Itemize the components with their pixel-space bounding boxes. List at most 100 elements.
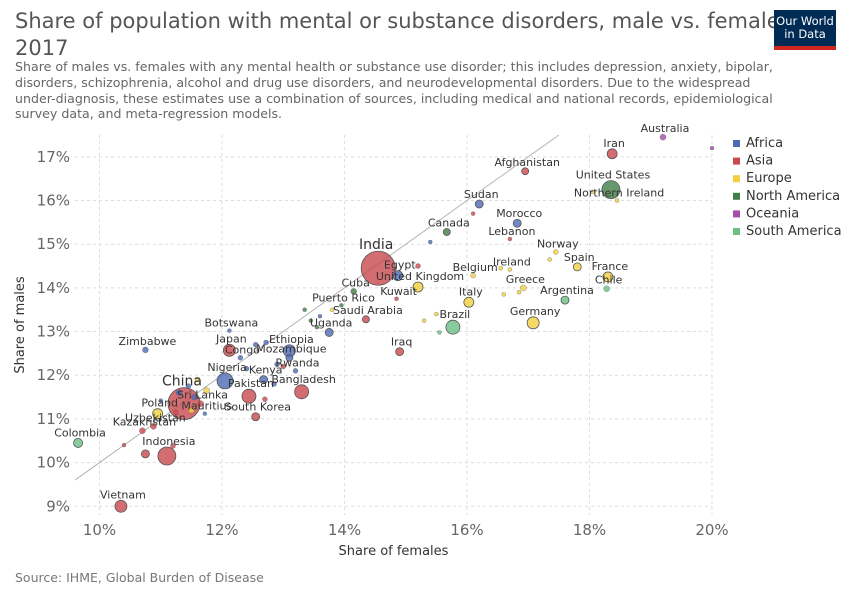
point-unlabeled[interactable] xyxy=(121,442,127,448)
point-greece[interactable] xyxy=(520,284,527,292)
point-unlabeled[interactable] xyxy=(191,393,198,401)
legend-swatch[interactable] xyxy=(733,210,740,218)
point-italy[interactable] xyxy=(463,296,475,308)
point-unlabeled[interactable] xyxy=(175,389,183,396)
point-iraq[interactable] xyxy=(395,347,405,357)
point-lebanon[interactable] xyxy=(507,236,513,242)
point-sri-lanka[interactable] xyxy=(197,400,204,407)
point-iran[interactable] xyxy=(606,148,618,160)
point-unlabeled[interactable] xyxy=(158,398,163,403)
point-unlabeled[interactable] xyxy=(188,407,195,414)
owid-logo[interactable]: Our World in Data xyxy=(774,10,836,50)
point-unlabeled[interactable] xyxy=(547,257,552,262)
point-pakistan[interactable] xyxy=(241,388,257,404)
point-unlabeled[interactable] xyxy=(314,325,320,330)
point-norway[interactable] xyxy=(553,249,559,255)
point-unlabeled[interactable] xyxy=(434,311,439,317)
legend-item-europe[interactable]: Europe xyxy=(746,171,792,186)
legend-swatch[interactable] xyxy=(733,192,740,200)
point-unlabeled[interactable] xyxy=(590,189,595,194)
point-saudi-arabia[interactable] xyxy=(362,315,370,324)
point-unlabeled[interactable] xyxy=(243,366,250,372)
point-mozambique[interactable] xyxy=(285,353,294,362)
point-unlabeled[interactable] xyxy=(470,211,476,216)
point-sudan[interactable] xyxy=(474,199,484,209)
point-south-korea[interactable] xyxy=(251,412,261,422)
legend-item-asia[interactable]: Asia xyxy=(746,154,773,169)
point-zimbabwe[interactable] xyxy=(142,346,149,354)
point-unlabeled[interactable] xyxy=(330,307,335,312)
point-canada[interactable] xyxy=(442,228,451,236)
point-egypt[interactable] xyxy=(392,270,404,282)
point-unlabeled[interactable] xyxy=(280,363,286,370)
legend-swatch[interactable] xyxy=(733,228,740,235)
point-unlabeled[interactable] xyxy=(262,396,268,402)
subtitle-line-1: Share of males vs. females with any ment… xyxy=(15,59,773,74)
y-tick-label: 9% xyxy=(46,497,70,515)
point-poland[interactable] xyxy=(152,408,164,420)
legend-item-oceania[interactable]: Oceania xyxy=(746,206,799,221)
point-uzbekistan[interactable] xyxy=(150,423,157,430)
point-kuwait[interactable] xyxy=(394,296,399,301)
point-united-kingdom[interactable] xyxy=(412,281,424,293)
point-japan[interactable] xyxy=(222,343,236,357)
point-unlabeled[interactable] xyxy=(308,318,313,323)
point-argentina[interactable] xyxy=(560,295,570,305)
point-congo[interactable] xyxy=(237,355,244,361)
point-unlabeled[interactable] xyxy=(185,383,191,389)
point-northern-ireland[interactable] xyxy=(614,198,620,203)
point-united-states[interactable] xyxy=(601,180,621,199)
point-india[interactable] xyxy=(360,250,396,286)
point-spain[interactable] xyxy=(572,262,582,272)
point-belgium[interactable] xyxy=(470,272,476,279)
point-vietnam[interactable] xyxy=(114,499,128,513)
legend-item-north-america[interactable]: North America xyxy=(746,189,840,204)
point-unlabeled[interactable] xyxy=(437,330,442,335)
point-kazakhstan[interactable] xyxy=(139,427,146,434)
point-unlabeled[interactable] xyxy=(271,381,277,387)
point-unlabeled[interactable] xyxy=(274,361,280,367)
point-unlabeled[interactable] xyxy=(428,239,433,245)
point-indonesia[interactable] xyxy=(157,446,177,466)
legend-swatch[interactable] xyxy=(733,175,740,183)
point-nigeria[interactable] xyxy=(216,372,234,390)
point-ireland[interactable] xyxy=(507,267,513,272)
point-bangladesh[interactable] xyxy=(294,384,310,400)
point-chile[interactable] xyxy=(603,285,610,292)
legend-item-africa[interactable]: Africa xyxy=(746,136,783,151)
point-uganda[interactable] xyxy=(324,328,334,337)
point-unlabeled[interactable] xyxy=(498,266,503,271)
point-unlabeled[interactable] xyxy=(709,145,715,151)
point-cuba[interactable] xyxy=(350,288,357,295)
legend-swatch[interactable] xyxy=(733,157,740,165)
point-colombia[interactable] xyxy=(73,438,83,448)
point-france[interactable] xyxy=(602,271,614,283)
point-brazil[interactable] xyxy=(445,319,461,335)
point-unlabeled[interactable] xyxy=(415,263,421,269)
point-unlabeled[interactable] xyxy=(194,376,201,383)
point-unlabeled[interactable] xyxy=(173,409,179,416)
point-unlabeled[interactable] xyxy=(421,318,427,323)
legend[interactable]: Africa Asia Europe North America Oceania Sout… xyxy=(733,136,842,239)
point-unlabeled[interactable] xyxy=(141,449,150,459)
point-unlabeled[interactable] xyxy=(263,339,269,346)
point-unlabeled[interactable] xyxy=(253,342,259,348)
point-botswana[interactable] xyxy=(227,328,232,333)
point-rwanda[interactable] xyxy=(292,368,299,374)
point-mauritius[interactable] xyxy=(202,411,208,416)
legend-swatch[interactable] xyxy=(733,140,740,147)
point-unlabeled[interactable] xyxy=(516,290,522,295)
point-germany[interactable] xyxy=(526,316,540,330)
point-afghanistan[interactable] xyxy=(521,167,530,176)
point-unlabeled[interactable] xyxy=(170,443,176,449)
point-unlabeled[interactable] xyxy=(203,387,210,394)
point-unlabeled[interactable] xyxy=(317,314,323,319)
point-unlabeled[interactable] xyxy=(302,307,307,312)
label-vietnam: Vietnam xyxy=(100,488,146,501)
point-puerto-rico[interactable] xyxy=(339,303,344,308)
point-morocco[interactable] xyxy=(512,218,522,228)
point-australia[interactable] xyxy=(659,134,667,141)
point-kenya[interactable] xyxy=(259,375,269,384)
point-unlabeled[interactable] xyxy=(501,292,506,297)
legend-item-south-america[interactable]: South America xyxy=(746,224,842,239)
